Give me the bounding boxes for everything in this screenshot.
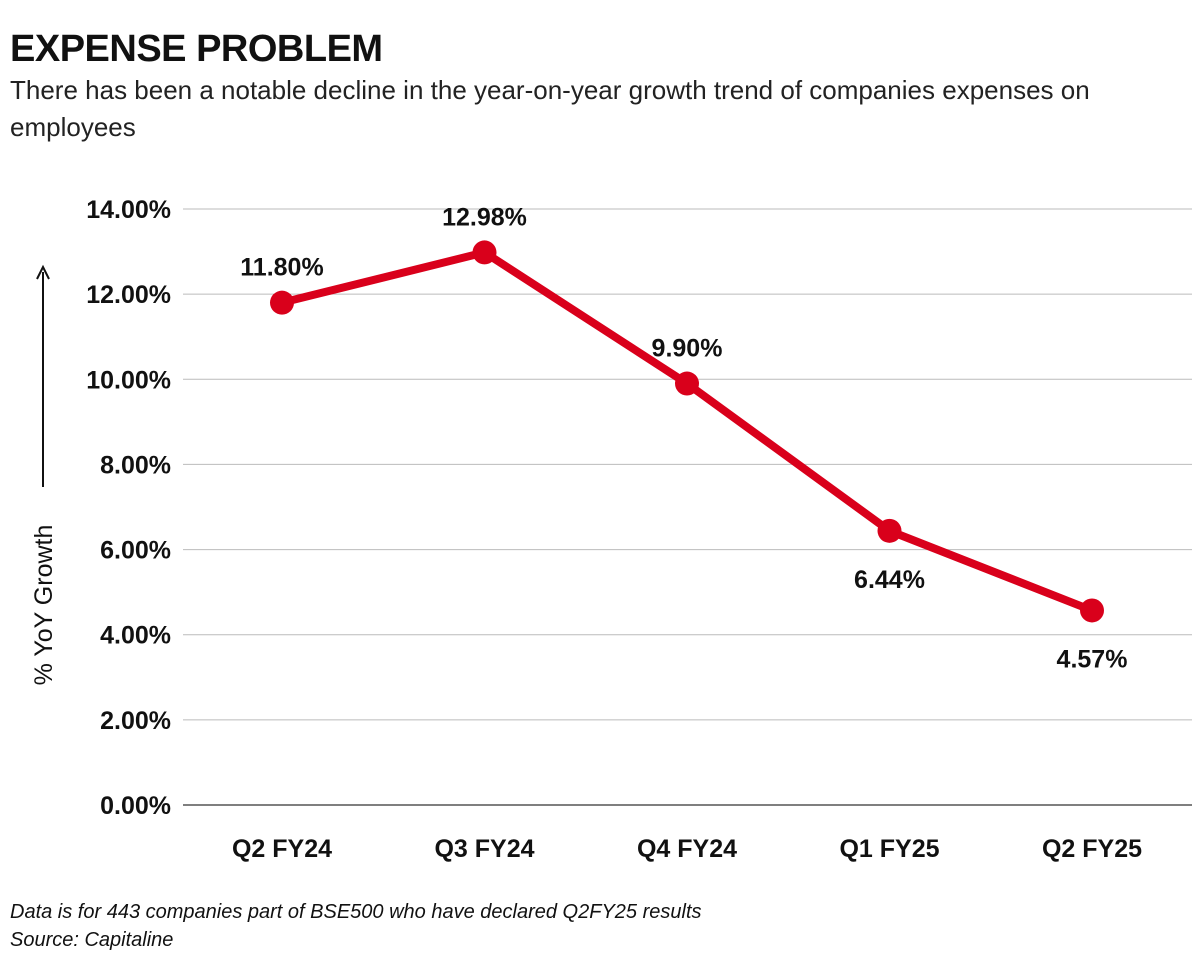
y-tick-label: 0.00% [100, 792, 171, 820]
x-tick-label: Q4 FY24 [637, 835, 737, 863]
footer: Data is for 443 companies part of BSE500… [10, 898, 702, 954]
series-line [281, 248, 1094, 615]
data-point [472, 240, 497, 265]
data-label: 11.80% [240, 254, 323, 282]
y-axis-label: % YoY Growth [30, 525, 58, 686]
data-label: 4.57% [1057, 645, 1128, 673]
arrow-head-icon [36, 264, 50, 280]
x-tick-label: Q3 FY24 [434, 835, 534, 863]
footer-source: Source: Capitaline [10, 929, 174, 951]
y-axis-label-group: % YoY Growth [30, 264, 58, 686]
y-tick-label: 8.00% [100, 451, 171, 479]
data-label: 12.98% [442, 203, 527, 231]
footer-note: Data is for 443 companies part of BSE500… [10, 901, 702, 923]
chart-subtitle: There has been a notable decline in the … [10, 75, 1090, 142]
data-point [877, 518, 902, 543]
data-point [1080, 598, 1104, 623]
y-tick-label: 2.00% [100, 707, 171, 735]
x-tick-label: Q1 FY25 [839, 835, 939, 863]
data-point [270, 290, 294, 315]
y-tick-label: 10.00% [86, 366, 171, 394]
y-tick-label: 4.00% [100, 622, 171, 650]
y-tick-label: 12.00% [86, 281, 171, 309]
y-tick-label: 6.00% [100, 537, 171, 565]
data-point [675, 371, 699, 396]
data-label: 9.90% [652, 335, 723, 363]
y-tick-label: 14.00% [86, 196, 171, 224]
x-tick-label: Q2 FY25 [1042, 835, 1142, 863]
data-label: 6.44% [854, 566, 925, 594]
x-tick-label: Q2 FY24 [232, 835, 332, 863]
chart-title: EXPENSE PROBLEM [10, 28, 383, 70]
